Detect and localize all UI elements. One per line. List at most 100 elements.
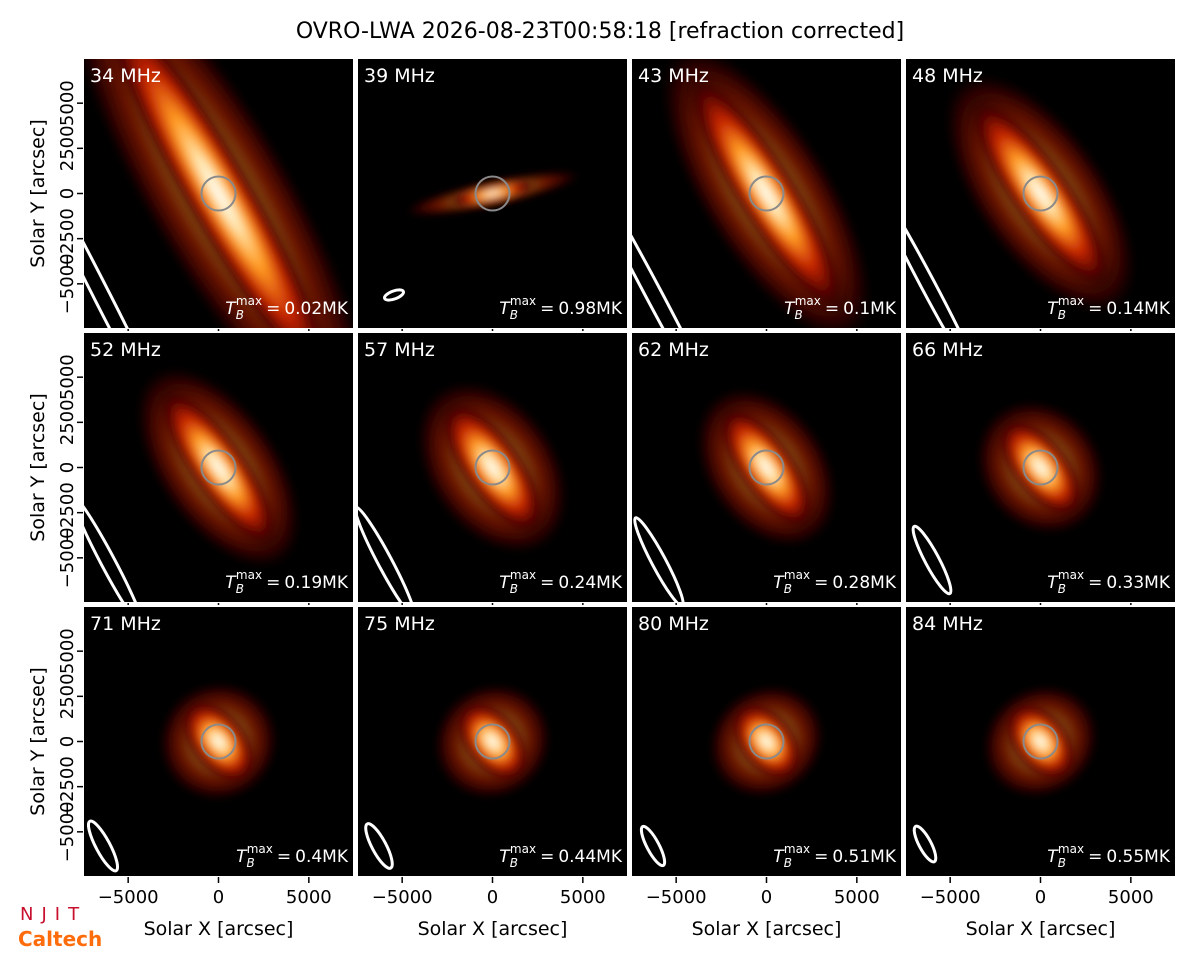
tmax-value: 0.24MK xyxy=(558,573,623,593)
tmax-value: 0.19MK xyxy=(284,573,349,593)
panel: 71 MHz TBmax = 0.4MK −5000 0 5000 Solar X [arcs… xyxy=(27,605,355,940)
emission xyxy=(159,388,278,547)
frequency-label: 39 MHz xyxy=(364,65,435,87)
solar-disk xyxy=(474,175,511,212)
beam xyxy=(83,494,146,603)
tmax-sup: max xyxy=(236,568,262,582)
y-tick-label: 2500 xyxy=(57,125,78,171)
frequency-label: 75 MHz xyxy=(364,613,435,635)
tmax-symbol: T xyxy=(499,299,511,319)
beam xyxy=(83,127,192,329)
tmax-sub: B xyxy=(1058,582,1066,596)
image xyxy=(357,379,571,603)
tmax-sup: max xyxy=(510,568,536,582)
x-axis-label: Solar X [arcsec] xyxy=(692,918,842,940)
y-tick-label: −2500 xyxy=(57,208,78,269)
tmax-label: TBmax = 0.02MK xyxy=(225,294,349,322)
tmax-eq: = xyxy=(277,847,291,867)
emission xyxy=(998,418,1083,517)
tmax-symbol: T xyxy=(773,573,785,593)
y-tick-label: 0 xyxy=(57,736,78,747)
tmax-eq: = xyxy=(266,573,280,593)
tmax-sub: B xyxy=(236,582,244,596)
solar-disk xyxy=(748,449,785,486)
tmax-label: TBmax = 0.51MK xyxy=(773,842,897,870)
y-tick-label: −2500 xyxy=(57,756,78,817)
frequency-label: 34 MHz xyxy=(90,65,161,87)
y-tick-label: −5000 xyxy=(57,801,78,862)
solar-disk xyxy=(748,723,785,760)
x-tick-label: 0 xyxy=(761,887,772,908)
tmax-eq: = xyxy=(825,299,839,319)
tmax-eq: = xyxy=(266,299,280,319)
logo-njit: NJIT xyxy=(20,904,87,925)
y-tick-label: 2500 xyxy=(57,399,78,445)
panel: 62 MHz TBmax = 0.28MK xyxy=(630,331,903,609)
image xyxy=(911,398,1107,596)
x-axis-label: Solar X [arcsec] xyxy=(966,918,1116,940)
beam xyxy=(912,824,938,864)
frequency-label: 84 MHz xyxy=(912,613,983,635)
image xyxy=(383,170,583,302)
y-tick-label: −5000 xyxy=(57,253,78,314)
tmax-sub: B xyxy=(1058,308,1066,322)
tmax-symbol: T xyxy=(225,573,237,593)
tmax-label: TBmax = 0.33MK xyxy=(1047,568,1171,596)
tmax-symbol: T xyxy=(1047,573,1059,593)
panel: 48 MHz TBmax = 0.14MK xyxy=(904,57,1177,335)
tmax-eq: = xyxy=(540,847,554,867)
image xyxy=(86,680,280,873)
y-tick-label: −2500 xyxy=(57,482,78,543)
tmax-label: TBmax = 0.44MK xyxy=(499,842,623,870)
panel: 75 MHz TBmax = 0.44MK −5000 0 5000 Solar X [arc… xyxy=(356,605,629,940)
panel: 66 MHz TBmax = 0.33MK xyxy=(904,331,1177,609)
tmax-sub: B xyxy=(236,308,244,322)
frequency-label: 80 MHz xyxy=(638,613,709,635)
x-tick-label: 5000 xyxy=(834,887,880,908)
solar-disk xyxy=(748,175,785,212)
tmax-label: TBmax = 0.19MK xyxy=(225,568,349,596)
frequency-label: 66 MHz xyxy=(912,339,983,361)
tmax-symbol: T xyxy=(225,299,237,319)
tmax-label: TBmax = 0.98MK xyxy=(499,294,623,322)
tmax-sub: B xyxy=(510,308,518,322)
tmax-sub: B xyxy=(795,308,803,322)
beam xyxy=(383,288,405,302)
tmax-label: TBmax = 0.1MK xyxy=(784,294,897,322)
beam xyxy=(905,175,986,329)
beam xyxy=(357,505,417,603)
tmax-sub: B xyxy=(1058,856,1066,870)
tmax-value: 0.51MK xyxy=(832,847,897,867)
tmax-sub: B xyxy=(784,856,792,870)
tmax-value: 0.28MK xyxy=(832,573,897,593)
solar-disk xyxy=(1022,175,1059,212)
tmax-symbol: T xyxy=(1047,847,1059,867)
x-tick-label: −5000 xyxy=(98,887,159,908)
solar-disk xyxy=(1022,723,1059,760)
panel: 43 MHz TBmax = 0.1MK xyxy=(630,57,903,335)
tmax-sub: B xyxy=(510,582,518,596)
tmax-value: 0.02MK xyxy=(284,299,349,319)
y-axis-label: Solar Y [arcsec] xyxy=(27,393,49,541)
tmax-sup: max xyxy=(795,294,821,308)
tmax-sup: max xyxy=(1058,294,1084,308)
solar-disk xyxy=(1022,449,1059,486)
x-tick-label: 5000 xyxy=(286,887,332,908)
solar-disk xyxy=(474,723,511,760)
x-tick-label: 5000 xyxy=(1108,887,1154,908)
tmax-symbol: T xyxy=(1047,299,1059,319)
tmax-sub: B xyxy=(510,856,518,870)
y-tick-label: −5000 xyxy=(57,527,78,588)
panel: 39 MHz TBmax = 0.98MK xyxy=(356,57,629,335)
x-tick-label: 0 xyxy=(213,887,224,908)
tmax-symbol: T xyxy=(236,847,248,867)
y-axis-label: Solar Y [arcsec] xyxy=(27,667,49,815)
y-tick-label: 5000 xyxy=(57,354,78,400)
y-tick-label: 2500 xyxy=(57,673,78,719)
tmax-value: 0.33MK xyxy=(1106,573,1171,593)
tmax-sup: max xyxy=(247,842,273,856)
emission xyxy=(99,58,338,329)
tmax-sup: max xyxy=(510,294,536,308)
